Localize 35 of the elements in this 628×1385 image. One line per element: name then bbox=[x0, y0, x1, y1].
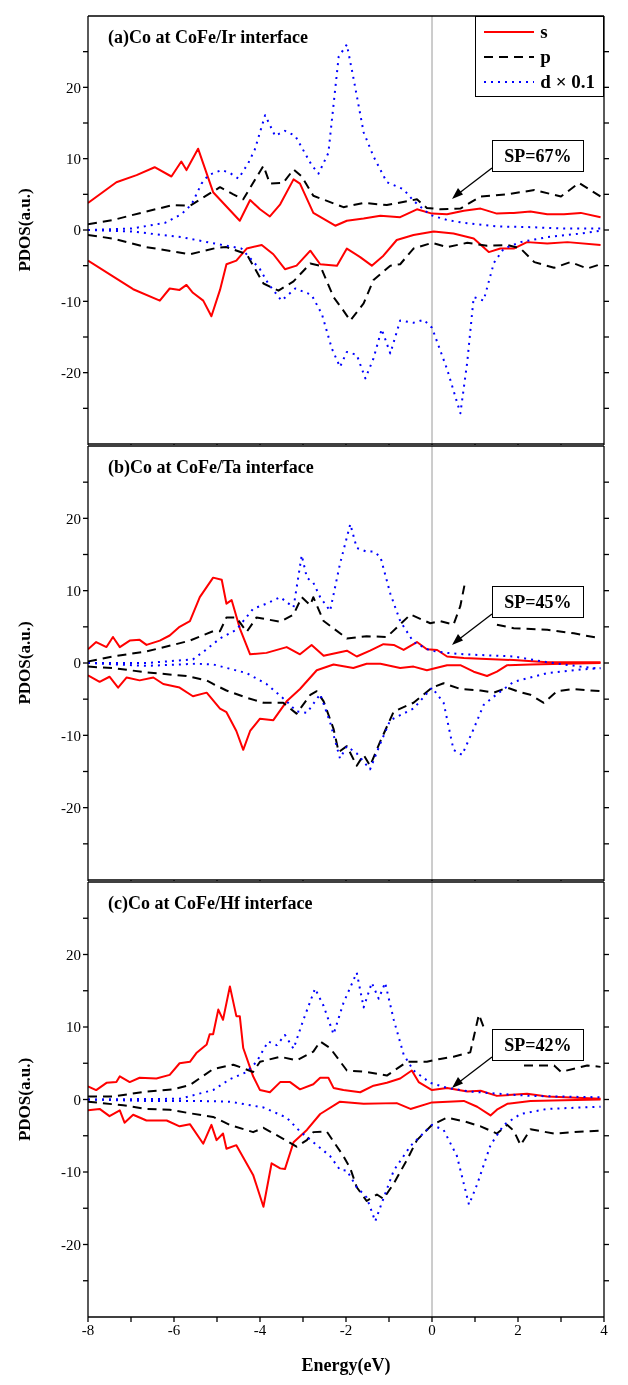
annotation: SP=67% bbox=[492, 140, 584, 172]
y-tick-label: -20 bbox=[61, 364, 81, 381]
y-tick-label: -20 bbox=[61, 1236, 81, 1253]
y-tick-label: 0 bbox=[73, 1091, 81, 1108]
x-tick-label: 2 bbox=[514, 1321, 522, 1338]
y-tick-label: -10 bbox=[61, 1164, 81, 1181]
x-tick-label: 0 bbox=[428, 1321, 436, 1338]
text: (c)Co at CoFe/Hf interface bbox=[108, 893, 313, 914]
y-axis-title: PDOS(a.u.) bbox=[15, 621, 35, 705]
x-tick-label: 4 bbox=[600, 1321, 609, 1338]
legend-label: p bbox=[540, 45, 551, 68]
legend-label: d × 0.1 bbox=[540, 70, 595, 93]
y-tick-label: -10 bbox=[61, 727, 81, 744]
y-tick-label: 0 bbox=[73, 222, 81, 239]
y-tick-label: 10 bbox=[66, 582, 81, 599]
y-tick-label: 20 bbox=[66, 946, 81, 963]
y-tick-label: -10 bbox=[61, 293, 81, 310]
text: (b)Co at CoFe/Ta interface bbox=[108, 457, 314, 478]
annotation: SP=45% bbox=[492, 586, 584, 618]
x-axis-title: Energy(eV) bbox=[301, 1355, 391, 1376]
y-tick-label: 0 bbox=[73, 655, 81, 672]
y-tick-label: -20 bbox=[61, 799, 81, 816]
y-axis-title: PDOS(a.u.) bbox=[15, 1057, 35, 1142]
text: (a)Co at CoFe/Ir interface bbox=[108, 27, 309, 48]
x-tick-label: -4 bbox=[253, 1321, 267, 1338]
x-tick-label: -8 bbox=[81, 1321, 95, 1338]
y-tick-label: 10 bbox=[66, 150, 81, 167]
y-tick-label: 20 bbox=[66, 510, 81, 527]
y-tick-label: 20 bbox=[66, 79, 81, 96]
x-tick-label: -2 bbox=[339, 1321, 353, 1338]
x-tick-label: -6 bbox=[167, 1321, 181, 1338]
annotation: SP=42% bbox=[492, 1029, 584, 1061]
y-tick-label: 10 bbox=[66, 1019, 81, 1036]
legend-label: s bbox=[540, 20, 548, 43]
y-axis-title: PDOS(a.u.) bbox=[15, 188, 35, 272]
